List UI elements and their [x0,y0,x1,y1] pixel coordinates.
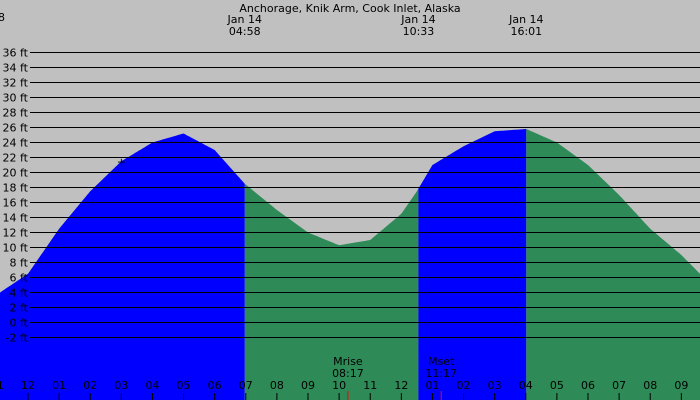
moon-event-time: 11:17 [425,367,457,380]
y-tick-label: 12 ft [3,227,29,240]
x-tick-label: 06 [208,379,222,392]
x-tick-label: 08 [643,379,657,392]
x-tick-label: 07 [239,379,253,392]
x-tick-label: 04 [519,379,533,392]
x-tick-label: 12 [394,379,408,392]
y-tick-label: 32 ft [3,77,29,90]
y-tick-label: 24 ft [3,137,29,150]
x-tick-label: 09 [301,379,315,392]
y-tick-label: 4 ft [10,287,29,300]
y-tick-label: -2 ft [6,332,29,345]
y-tick-label: 14 ft [3,212,29,225]
tide-segment-falling-1 [244,183,419,400]
x-tick-label: 06 [581,379,595,392]
x-tick-label: 05 [550,379,564,392]
y-tick-label: 0 ft [10,317,29,330]
top-date-label: Jan 14 [400,13,435,26]
x-tick-label: 11 [0,379,4,392]
y-tick-label: 28 ft [3,107,29,120]
top-time-label: 10:33 [403,25,435,38]
top-time-label: 04:58 [229,25,261,38]
top-time-label: 16:01 [510,25,542,38]
tide-segment-rising-0 [0,133,245,400]
y-tick-label: 22 ft [3,152,29,165]
x-tick-label: 02 [457,379,471,392]
y-tick-label: 2 ft [10,302,29,315]
x-tick-label: 07 [612,379,626,392]
x-tick-label: 03 [114,379,128,392]
y-tick-label: 16 ft [3,197,29,210]
x-tick-label: 03 [488,379,502,392]
x-tick-label: 12 [21,379,35,392]
current-time-marker: + [117,155,126,168]
moon-event-label: Mrise [333,355,363,368]
tide-segment-falling-3 [526,129,700,400]
x-tick-label: 08 [270,379,284,392]
x-tick-label: 01 [52,379,66,392]
y-tick-label: 8 ft [10,257,29,270]
y-tick-label: 18 ft [3,182,29,195]
y-tick-label: 36 ft [3,47,29,60]
x-tick-label: 11 [363,379,377,392]
chart-title: Anchorage, Knik Arm, Cook Inlet, Alaska [239,2,460,15]
x-tick-label: 01 [425,379,439,392]
y-tick-label: 6 ft [10,272,29,285]
x-tick-label: 04 [145,379,159,392]
y-tick-label: 34 ft [3,62,29,75]
moon-event-time: 08:17 [332,367,364,380]
top-date-label: Jan 14 [508,13,543,26]
y-tick-label: 30 ft [3,92,29,105]
top-left-partial-label: 8 [0,11,5,24]
x-tick-label: 10 [332,379,346,392]
tide-segment-rising-2 [418,129,527,400]
y-tick-label: 10 ft [3,242,29,255]
x-tick-label: 02 [83,379,97,392]
moon-event-label: Mset [428,355,455,368]
x-tick-label: 09 [674,379,688,392]
x-tick-label: 05 [177,379,191,392]
top-date-label: Jan 14 [227,13,262,26]
y-tick-label: 26 ft [3,122,29,135]
y-tick-label: 20 ft [3,167,29,180]
